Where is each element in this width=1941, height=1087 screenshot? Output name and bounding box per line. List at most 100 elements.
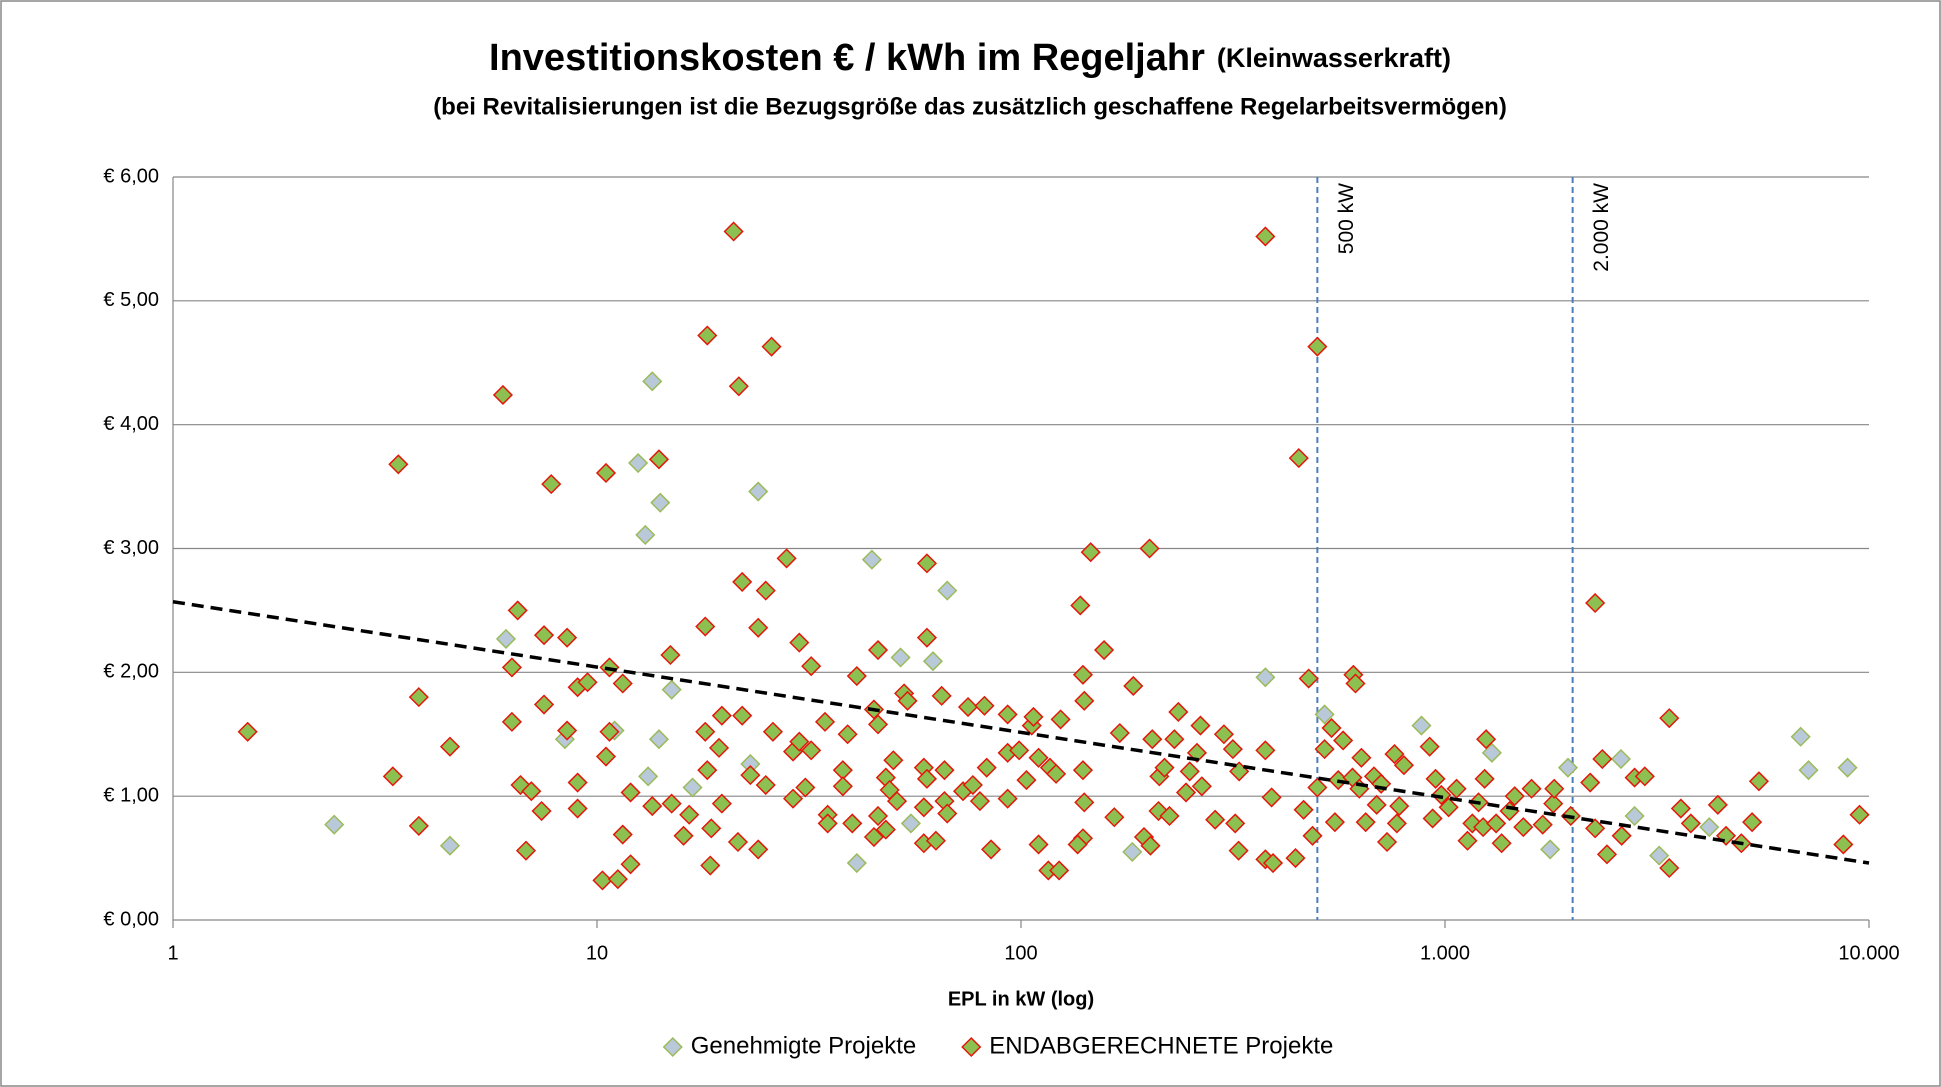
data-point bbox=[1222, 739, 1243, 760]
data-point bbox=[801, 740, 822, 761]
data-point bbox=[981, 839, 1002, 860]
data-point bbox=[867, 714, 889, 735]
legend-label: ENDABGERECHNETE Projekte bbox=[989, 1032, 1333, 1059]
data-point bbox=[789, 632, 810, 653]
data-point bbox=[521, 781, 542, 802]
data-point bbox=[863, 826, 885, 848]
data-point bbox=[748, 839, 769, 860]
data-point bbox=[1491, 833, 1512, 854]
data-point bbox=[1707, 794, 1728, 815]
data-point bbox=[755, 580, 776, 601]
data-point bbox=[897, 690, 918, 711]
data-point bbox=[957, 696, 979, 718]
data-point bbox=[695, 616, 716, 637]
data-point bbox=[612, 673, 633, 694]
title-suffix: (Kleinwasserkraft) bbox=[1217, 43, 1451, 73]
data-point bbox=[1837, 757, 1858, 778]
data-point bbox=[814, 711, 836, 732]
data-point bbox=[648, 449, 670, 470]
data-point bbox=[916, 553, 937, 574]
data-point bbox=[728, 376, 749, 397]
data-point bbox=[1624, 805, 1645, 827]
data-point bbox=[748, 617, 769, 638]
data-point bbox=[1431, 784, 1452, 805]
y-tick-label: € 1,00 bbox=[103, 784, 159, 806]
x-tick-label: 10 bbox=[586, 942, 608, 964]
data-point bbox=[701, 818, 722, 839]
data-point bbox=[1123, 675, 1144, 697]
data-point bbox=[1070, 595, 1091, 616]
data-point bbox=[557, 627, 578, 648]
data-point bbox=[237, 721, 258, 742]
data-point bbox=[761, 336, 782, 357]
data-point bbox=[1314, 739, 1335, 760]
data-point bbox=[1321, 717, 1342, 739]
data-point bbox=[1680, 813, 1701, 834]
x-tick-label: 1 bbox=[167, 942, 178, 964]
data-point bbox=[1366, 794, 1387, 815]
data-point bbox=[1419, 736, 1440, 757]
data-point bbox=[1104, 807, 1125, 828]
data-point bbox=[846, 852, 867, 874]
data-point bbox=[595, 462, 617, 484]
data-point bbox=[937, 580, 958, 601]
data-point bbox=[1592, 748, 1613, 770]
data-point bbox=[1307, 336, 1328, 357]
data-point bbox=[1355, 812, 1376, 833]
data-point bbox=[1109, 722, 1130, 744]
data-point bbox=[801, 656, 822, 677]
data-point bbox=[1659, 857, 1680, 879]
data-point bbox=[1849, 804, 1870, 825]
data-point bbox=[1228, 840, 1249, 861]
data-point bbox=[439, 835, 461, 856]
data-point bbox=[1122, 841, 1143, 862]
data-point bbox=[1205, 809, 1226, 830]
data-point bbox=[1504, 786, 1525, 807]
data-point bbox=[531, 800, 552, 822]
data-point bbox=[1261, 787, 1282, 808]
data-point bbox=[661, 793, 682, 814]
y-tick-label: € 5,00 bbox=[103, 289, 159, 311]
data-point bbox=[673, 825, 694, 846]
data-point bbox=[1255, 667, 1276, 688]
data-point bbox=[1580, 772, 1601, 793]
data-point bbox=[1659, 708, 1680, 729]
data-point bbox=[1168, 701, 1189, 723]
data-point bbox=[660, 644, 681, 666]
data-point bbox=[846, 665, 867, 687]
data-point bbox=[886, 791, 908, 812]
data-point bbox=[1049, 860, 1070, 881]
data-point bbox=[1798, 760, 1819, 781]
data-point bbox=[732, 571, 753, 592]
data-point bbox=[541, 474, 562, 495]
data-point bbox=[732, 705, 753, 726]
data-point bbox=[567, 798, 588, 819]
y-tick-label: € 6,00 bbox=[103, 165, 159, 187]
data-point bbox=[533, 694, 555, 715]
data-point bbox=[875, 819, 896, 840]
data-point bbox=[642, 796, 663, 817]
data-point bbox=[1016, 770, 1037, 791]
data-point bbox=[1262, 852, 1284, 874]
data-point bbox=[1486, 813, 1507, 834]
data-point bbox=[1389, 796, 1410, 817]
data-point bbox=[727, 831, 749, 853]
data-point bbox=[1080, 542, 1101, 563]
data-point bbox=[890, 647, 911, 668]
data-point bbox=[1425, 768, 1446, 789]
data-point bbox=[1585, 818, 1606, 839]
data-point bbox=[650, 492, 671, 513]
data-point bbox=[642, 371, 663, 392]
data-point bbox=[1476, 729, 1497, 750]
data-point bbox=[708, 737, 730, 758]
data-point bbox=[638, 766, 659, 787]
data-point bbox=[1457, 830, 1478, 851]
data-point bbox=[697, 325, 718, 346]
data-point bbox=[1067, 834, 1088, 855]
y-tick-label: € 3,00 bbox=[103, 537, 159, 559]
data-point bbox=[382, 766, 403, 787]
data-point bbox=[1072, 664, 1094, 685]
data-point bbox=[976, 757, 997, 778]
